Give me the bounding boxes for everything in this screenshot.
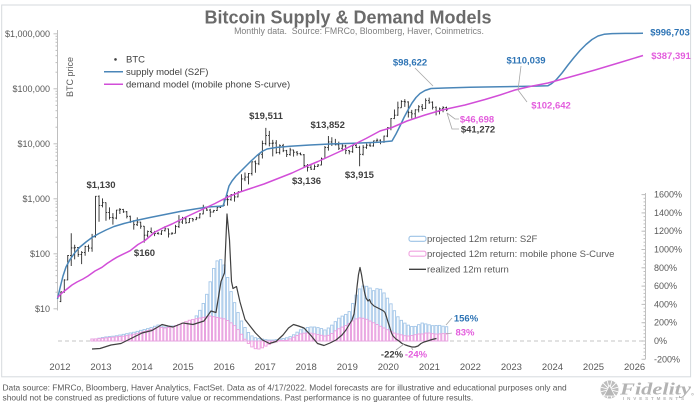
svg-text:2021: 2021 [419, 362, 440, 373]
svg-text:2017: 2017 [255, 362, 276, 373]
svg-text:2013: 2013 [90, 362, 111, 373]
svg-text:realized 12m return: realized 12m return [427, 265, 509, 276]
svg-text:400%: 400% [654, 299, 677, 309]
svg-text:$387,391: $387,391 [651, 51, 691, 62]
svg-text:2022: 2022 [460, 362, 481, 373]
svg-text:2015: 2015 [173, 362, 194, 373]
svg-text:$102,642: $102,642 [531, 101, 571, 112]
svg-text:BTC price: BTC price [65, 57, 75, 97]
svg-text:$100: $100 [30, 249, 50, 259]
svg-text:2024: 2024 [542, 362, 563, 373]
svg-text:supply model (S2F): supply model (S2F) [126, 67, 208, 78]
svg-text:$41,272: $41,272 [461, 125, 495, 136]
svg-text:$98,622: $98,622 [393, 58, 427, 69]
svg-text:2026: 2026 [624, 362, 645, 373]
svg-text:156%: 156% [454, 314, 479, 325]
svg-text:2019: 2019 [337, 362, 358, 373]
svg-text:2018: 2018 [296, 362, 317, 373]
svg-text:600%: 600% [654, 281, 677, 291]
svg-text:Bitcoin Supply & Demand Models: Bitcoin Supply & Demand Models [204, 7, 491, 27]
svg-text:$1,000: $1,000 [22, 194, 50, 204]
svg-text:$996,703: $996,703 [650, 28, 690, 39]
svg-text:1200%: 1200% [654, 226, 682, 236]
svg-text:projected 12m return: mobile p: projected 12m return: mobile phone S-Cur… [427, 249, 614, 260]
svg-text:-200%: -200% [654, 354, 680, 364]
svg-text:$1,000,000: $1,000,000 [5, 29, 50, 39]
svg-text:$19,511: $19,511 [249, 111, 284, 122]
svg-text:should not be construed as pre: should not be construed as predictions o… [3, 392, 474, 402]
svg-text:83%: 83% [455, 328, 475, 339]
svg-text:Data source: FMRCo, Bloomberg,: Data source: FMRCo, Bloomberg, Haver Ana… [3, 382, 568, 392]
svg-text:$10: $10 [35, 304, 50, 314]
svg-text:0%: 0% [654, 336, 667, 346]
svg-text:1400%: 1400% [654, 208, 682, 218]
svg-text:200%: 200% [654, 318, 677, 328]
svg-text:$100,000: $100,000 [12, 84, 50, 94]
svg-text:demand model (mobile phone S-c: demand model (mobile phone S-curve) [126, 80, 290, 91]
svg-text:$110,039: $110,039 [506, 55, 545, 66]
svg-text:Monthly data. Source: FMRCo,: Monthly data. Source: FMRCo, Bloomberg, … [234, 26, 484, 36]
svg-text:2014: 2014 [132, 362, 153, 373]
svg-text:1000%: 1000% [654, 245, 682, 255]
svg-text:2025: 2025 [583, 362, 604, 373]
svg-text:$3,915: $3,915 [345, 170, 375, 181]
svg-text:$1,130: $1,130 [86, 180, 115, 191]
svg-text:2023: 2023 [501, 362, 522, 373]
svg-text:BTC: BTC [126, 55, 145, 66]
svg-text:-24%: -24% [405, 350, 428, 361]
svg-text:800%: 800% [654, 263, 677, 273]
svg-text:1600%: 1600% [654, 190, 682, 200]
svg-text:Fidelity: Fidelity [619, 380, 692, 399]
svg-text:$46,698: $46,698 [460, 114, 494, 125]
svg-text:2012: 2012 [49, 362, 70, 373]
svg-text:-22%: -22% [381, 350, 404, 361]
svg-text:$10,000: $10,000 [17, 139, 50, 149]
svg-text:$13,852: $13,852 [311, 120, 345, 131]
svg-text:2016: 2016 [214, 362, 235, 373]
svg-text:INVESTMENTS: INVESTMENTS [623, 396, 687, 401]
svg-text:$3,136: $3,136 [292, 176, 321, 187]
svg-text:projected 12m return: S2F: projected 12m return: S2F [427, 234, 538, 245]
svg-text:$160: $160 [134, 248, 155, 259]
svg-text:2020: 2020 [378, 362, 399, 373]
